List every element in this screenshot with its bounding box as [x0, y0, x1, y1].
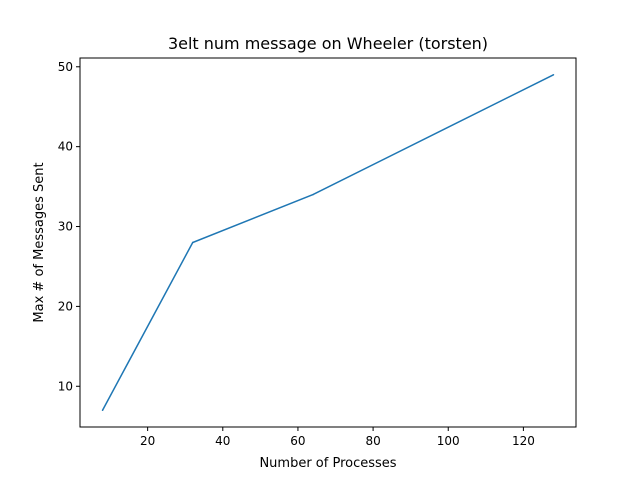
- y-axis: 10 20 30 40 50: [58, 60, 80, 393]
- x-tick-label: 20: [140, 434, 155, 448]
- x-tick-label: 60: [290, 434, 305, 448]
- x-axis: 20 40 60 80 100 120: [140, 427, 535, 448]
- x-tick-label: 80: [365, 434, 380, 448]
- data-point: [312, 193, 314, 196]
- x-tick-label: 120: [512, 434, 535, 448]
- y-tick-label: 10: [58, 379, 73, 393]
- y-tick-label: 30: [58, 220, 73, 234]
- series-group: [101, 74, 555, 411]
- x-tick-label: 40: [215, 434, 230, 448]
- data-point: [552, 74, 555, 76]
- plot-area: [79, 57, 577, 428]
- series-line: [101, 74, 554, 411]
- y-axis-label: Max # of Messages Sent: [32, 162, 47, 322]
- y-tick-label: 50: [58, 60, 73, 74]
- x-axis-label: Number of Processes: [259, 456, 396, 471]
- x-tick-label: 100: [437, 434, 460, 448]
- data-point: [101, 409, 104, 411]
- y-tick-label: 20: [58, 299, 73, 313]
- y-tick-label: 40: [58, 140, 73, 154]
- data-point: [191, 241, 194, 244]
- chart-title: 3elt num message on Wheeler (torsten): [168, 34, 488, 53]
- plot-frame: [79, 57, 577, 428]
